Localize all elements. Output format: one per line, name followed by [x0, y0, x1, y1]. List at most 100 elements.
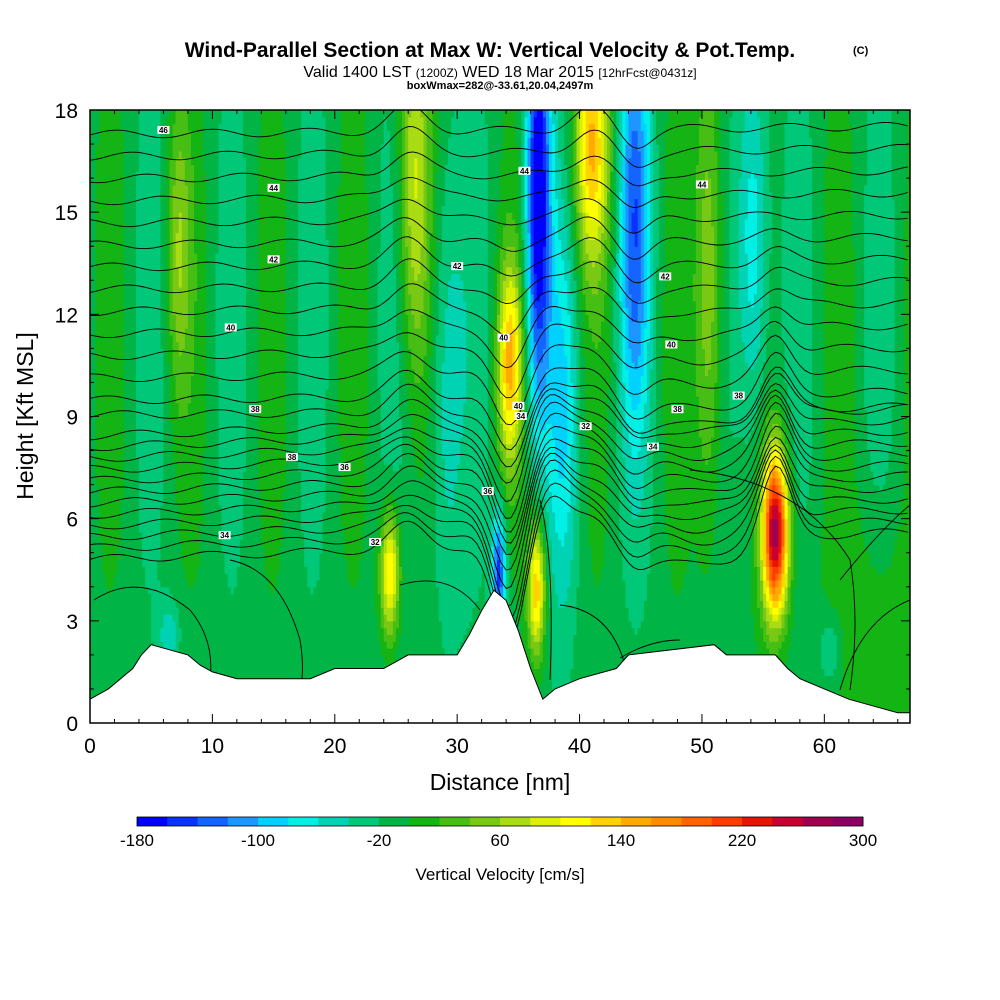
velocity-cell: [545, 545, 550, 581]
velocity-cell: [438, 259, 443, 622]
velocity-cell: [496, 470, 501, 493]
velocity-cell: [426, 110, 431, 315]
velocity-cell: [570, 382, 575, 445]
velocity-cell: [576, 273, 581, 329]
velocity-cell: [509, 314, 513, 336]
velocity-cell: [634, 130, 639, 200]
velocity-cell: [882, 110, 887, 486]
velocity-cell: [790, 423, 795, 465]
velocity-cell: [585, 232, 590, 254]
velocity-cell: [781, 573, 786, 588]
velocity-cell: [457, 110, 461, 275]
velocity-cell: [903, 218, 908, 723]
velocity-cell: [542, 348, 547, 390]
contour-label: 38: [287, 453, 296, 462]
velocity-cell: [769, 579, 773, 588]
velocity-cell: [784, 614, 789, 636]
velocity-cell: [873, 110, 877, 486]
colorbar-swatch: [711, 817, 743, 826]
velocity-cell: [249, 110, 253, 723]
velocity-cell: [316, 579, 321, 723]
velocity-cell: [160, 627, 165, 642]
velocity-cell: [500, 566, 504, 588]
velocity-cell: [701, 198, 706, 349]
velocity-cell: [451, 273, 455, 506]
contour-label-bg: [497, 333, 510, 342]
colorbar: -180 -100 -20 60 140 220 300: [120, 816, 877, 850]
velocity-cell: [429, 232, 434, 356]
velocity-cell: [763, 566, 767, 581]
velocity-cell: [854, 484, 859, 723]
velocity-cell: [588, 123, 593, 166]
velocity-cell: [239, 110, 244, 540]
velocity-cell: [876, 110, 880, 486]
velocity-cell: [772, 579, 776, 588]
velocity-cell: [288, 110, 293, 723]
velocity-cell: [818, 110, 822, 723]
velocity-cell: [184, 110, 189, 186]
velocity-cell: [591, 171, 596, 200]
velocity-cell: [187, 130, 192, 404]
velocity-cell: [423, 110, 428, 281]
velocity-cell: [885, 110, 890, 472]
velocity-cell: [769, 470, 773, 479]
velocity-cell: [594, 586, 599, 723]
velocity-cell: [582, 212, 587, 241]
velocity-cell: [763, 110, 767, 363]
velocity-cell: [539, 607, 544, 629]
theta-contour-line: [90, 436, 908, 589]
velocity-cell: [542, 171, 547, 247]
velocity-cell: [882, 573, 887, 710]
velocity-cell: [539, 327, 544, 363]
velocity-cell: [689, 110, 694, 547]
velocity-cell: [512, 436, 516, 458]
velocity-cell: [411, 110, 415, 268]
velocity-cell: [772, 641, 776, 656]
velocity-cell: [802, 511, 807, 723]
velocity-cell: [512, 477, 516, 506]
velocity-cell: [861, 532, 865, 723]
velocity-cell: [766, 607, 770, 622]
velocity-cell: [218, 505, 223, 723]
velocity-cell: [215, 375, 220, 723]
velocity-cell: [585, 253, 590, 281]
velocity-cell: [781, 614, 786, 629]
velocity-cell: [512, 110, 516, 220]
velocity-cell: [506, 552, 510, 615]
velocity-cell: [604, 205, 608, 241]
theta-contour-line: [90, 110, 908, 149]
velocity-cell: [386, 532, 391, 540]
velocity-cell: [769, 484, 773, 499]
velocity-cell: [747, 436, 752, 723]
velocity-cell: [591, 293, 596, 343]
velocity-cell: [750, 307, 755, 370]
velocity-cell: [392, 110, 397, 268]
velocity-cell: [542, 668, 547, 723]
contour-label: 40: [667, 340, 676, 349]
velocity-cell: [169, 593, 174, 615]
velocity-cell: [533, 110, 538, 118]
velocity-cell: [515, 498, 519, 601]
velocity-cell: [579, 212, 584, 241]
velocity-cell: [319, 110, 324, 554]
velocity-cell: [383, 116, 388, 465]
velocity-cell: [558, 307, 562, 479]
velocity-cell: [392, 593, 397, 608]
contour-label: 34: [649, 443, 658, 452]
velocity-cell: [564, 532, 568, 601]
velocity-cell: [169, 334, 174, 424]
velocity-cell: [533, 654, 538, 670]
y-tick-label: 0: [66, 713, 78, 736]
velocity-cell: [686, 559, 691, 723]
velocity-cell: [539, 457, 544, 486]
velocity-cell: [108, 110, 113, 595]
velocity-cell: [558, 239, 562, 309]
velocity-cell: [772, 423, 776, 438]
velocity-cell: [753, 416, 758, 465]
velocity-cell: [827, 627, 832, 676]
velocity-cell: [169, 157, 174, 336]
chart-box-info: boxWmax=282@-33.61,20.04,2497m: [407, 80, 594, 92]
velocity-cell: [805, 498, 810, 723]
velocity-cell: [542, 110, 547, 118]
